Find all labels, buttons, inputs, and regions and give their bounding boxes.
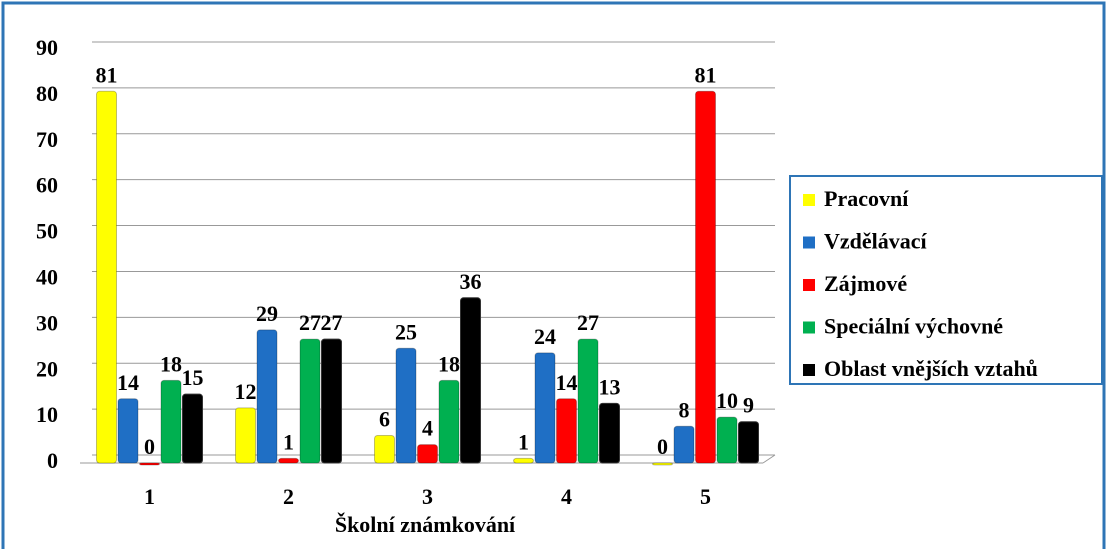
bar	[556, 398, 577, 464]
y-tick-label: 30	[36, 310, 58, 335]
y-tick-label: 20	[36, 356, 58, 381]
x-tick-label: 4	[561, 484, 572, 509]
y-tick-label: 90	[36, 35, 58, 60]
x-tick-label: 2	[283, 484, 294, 509]
y-tick-label: 50	[36, 219, 58, 244]
bar	[438, 379, 460, 464]
bar	[716, 416, 738, 464]
data-label: 15	[182, 365, 204, 390]
bar	[139, 462, 160, 466]
legend-label: Oblast vnějších vztahů	[824, 356, 1038, 381]
bar	[117, 398, 139, 464]
bar	[299, 338, 321, 464]
data-label: 0	[144, 434, 155, 459]
data-label: 14	[117, 370, 139, 395]
data-label: 13	[599, 374, 621, 399]
bar	[278, 457, 299, 464]
y-tick-label: 40	[36, 264, 58, 289]
bar	[673, 425, 695, 464]
data-label: 10	[716, 388, 738, 413]
bar	[395, 347, 417, 464]
legend-swatch	[803, 194, 815, 206]
x-tick-label: 3	[422, 484, 433, 509]
legend-swatch	[803, 364, 815, 376]
bar	[256, 329, 278, 464]
legend-label: Zájmové	[824, 271, 907, 296]
data-label: 12	[235, 379, 257, 404]
x-axis-label: Školní známkování	[335, 512, 516, 537]
legend-label: Speciální výchovné	[824, 314, 1003, 339]
bar	[577, 338, 599, 464]
x-tick-label: 5	[700, 484, 711, 509]
bar	[460, 297, 481, 464]
y-tick-label: 0	[47, 448, 58, 473]
bar	[235, 407, 256, 464]
legend	[789, 175, 1103, 385]
data-label: 1	[518, 429, 529, 454]
data-label: 9	[743, 393, 754, 418]
bar	[652, 462, 673, 466]
data-label: 8	[679, 397, 690, 422]
data-label: 25	[395, 319, 417, 344]
data-label: 18	[438, 351, 460, 376]
bar	[513, 457, 534, 464]
x-tick-label: 1	[144, 484, 155, 509]
legend-swatch	[803, 236, 815, 249]
y-tick-label: 60	[36, 173, 58, 198]
bar	[695, 90, 716, 464]
data-label: 4	[422, 416, 433, 441]
y-tick-label: 10	[36, 402, 58, 427]
bar	[599, 402, 620, 464]
legend-label: Vzdělávací	[824, 229, 928, 254]
y-tick-label: 70	[36, 127, 58, 152]
data-label: 0	[657, 434, 668, 459]
bar	[374, 434, 395, 464]
bar	[534, 352, 556, 464]
data-label: 14	[556, 370, 578, 395]
data-label: 24	[534, 324, 556, 349]
legend-swatch	[803, 321, 815, 334]
bar	[321, 338, 342, 464]
data-label: 36	[460, 269, 482, 294]
data-label: 81	[96, 62, 118, 87]
y-tick-label: 80	[36, 81, 58, 106]
bar	[96, 90, 117, 464]
data-label: 81	[695, 62, 717, 87]
legend-label: Pracovní	[824, 186, 909, 211]
x-axis-depth	[762, 454, 776, 464]
bar	[182, 393, 203, 464]
bar	[738, 421, 759, 464]
legend-swatch	[803, 279, 815, 291]
data-label: 27	[577, 310, 599, 335]
data-label: 6	[379, 407, 390, 432]
data-label: 29	[256, 301, 278, 326]
bar	[417, 444, 438, 464]
data-label: 1	[283, 429, 294, 454]
data-label: 27	[321, 310, 343, 335]
data-label: 18	[160, 351, 182, 376]
bar	[160, 379, 182, 464]
data-label: 27	[299, 310, 321, 335]
